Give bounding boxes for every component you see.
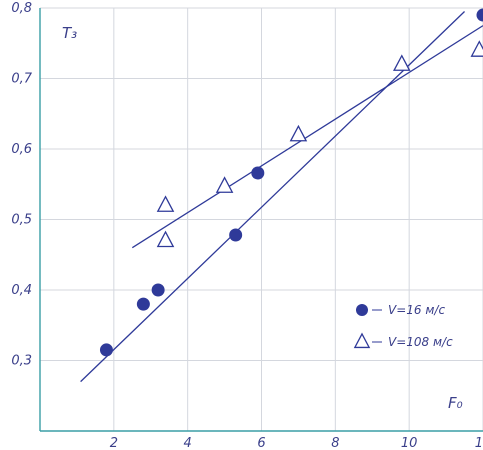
y-tick-label: 0,3: [11, 354, 32, 369]
x-tick-label: 4: [184, 436, 192, 450]
data-point-series-1: [251, 166, 265, 180]
data-point-series-2: [156, 230, 175, 248]
data-point-series-1: [136, 297, 150, 311]
data-point-series-2: [289, 124, 308, 142]
data-point-series-1: [99, 343, 113, 357]
legend-label-series-2: V=108 м/с: [388, 335, 453, 349]
x-axis-label: F₀: [448, 394, 463, 412]
fit-line-1: [80, 11, 465, 383]
axes: [39, 8, 483, 432]
fit-lines: [80, 11, 483, 383]
legend-label-series-1: V=16 м/с: [388, 303, 445, 317]
y-tick-label: 0,6: [11, 142, 32, 157]
data-point-series-2: [215, 176, 234, 193]
y-tick-label: 0,4: [11, 283, 32, 298]
legend-marker-series-2: [353, 332, 371, 349]
fit-line-2: [131, 25, 483, 249]
y-tick-label: 0,5: [11, 213, 32, 228]
data-point-series-2: [393, 54, 411, 71]
data-point-series-2: [470, 40, 483, 57]
y-tick-label: 0,7: [11, 72, 32, 87]
data-point-series-1: [476, 8, 483, 22]
data-point-series-2: [156, 195, 175, 212]
y-axis-label: T₃: [62, 24, 77, 42]
y-tick-label: 0,8: [11, 1, 32, 16]
x-tick-label: 6: [257, 436, 265, 450]
tick-labels: 2 4 6 8 10 12 0,3 0,4 0,5 0,6 0,7 0,8: [11, 1, 483, 450]
x-tick-label: 12: [475, 436, 483, 450]
grid: [40, 7, 483, 431]
legend: V=16 м/с V=108 м/с: [353, 303, 453, 349]
x-tick-label: 8: [331, 436, 339, 450]
legend-marker-series-1: [356, 304, 368, 316]
x-tick-label: 10: [401, 436, 418, 450]
data-points: [99, 8, 483, 357]
data-point-series-1: [229, 228, 243, 242]
data-point-series-1: [151, 283, 165, 297]
x-tick-label: 2: [110, 436, 118, 450]
